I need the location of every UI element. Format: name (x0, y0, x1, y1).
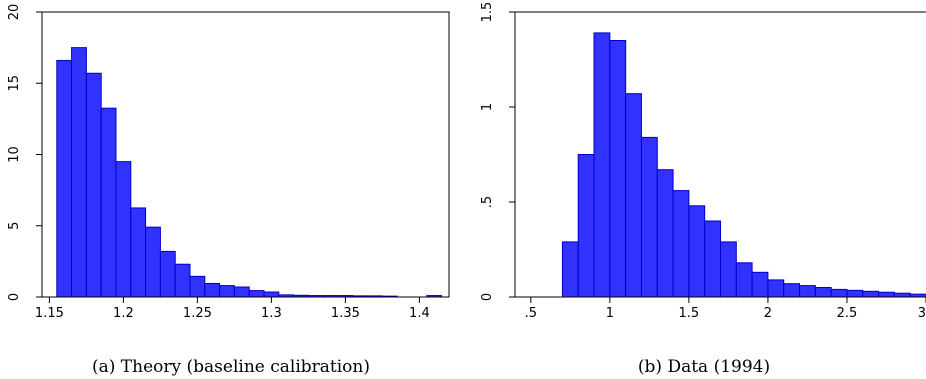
panel-b-bar (656, 169, 674, 298)
panel-b-caption: (b) Data (1994) (638, 357, 770, 377)
panel-a-x-tick-label: 1.2 (113, 306, 134, 321)
panel-b-x-tick-label: 1 (606, 306, 614, 321)
panel-b-bar (720, 241, 737, 298)
panel-b-x-tick-label: 2 (764, 306, 772, 321)
panel-b-x-tick-label: 2.5 (837, 306, 858, 321)
panel-a-histogram: 1.15 1.2 1.25 1.3 1.35 1.4 0 5 10 15 20 (7, 4, 450, 321)
panel-a-bar (71, 47, 87, 298)
panel-b-bar (878, 291, 895, 298)
panel-b-y-tick-label: .5 (480, 196, 495, 208)
panel-b-bar (688, 205, 706, 298)
panel-b-bar (814, 287, 832, 298)
panel-b-bar (672, 190, 690, 298)
panel-a-caption: (a) Theory (baseline calibration) (92, 357, 370, 377)
panel-a-y-tick-label: 10 (7, 146, 22, 163)
panel-a-bar (115, 161, 132, 298)
panel-b-bar (846, 289, 864, 298)
panel-a-bar (189, 275, 206, 298)
panel-a-bar (100, 107, 117, 298)
panel-b-bar (799, 285, 816, 298)
panel-b-bar (704, 220, 722, 298)
panel-a-x-tick-label: 1.4 (409, 306, 430, 321)
panel-b-y-tick-label: 1.5 (480, 2, 495, 23)
panel-b-y-tick-label: 1 (480, 103, 495, 111)
panel-a-x-tick-label: 1.25 (183, 306, 212, 321)
panel-a-bar (130, 207, 147, 298)
panel-a-bar (56, 59, 73, 298)
panel-a-y-tick-label: 5 (7, 222, 22, 230)
panel-b-bar (830, 288, 848, 298)
panel-b-x-tick-label: 1.5 (679, 306, 700, 321)
panel-a-bar (85, 72, 102, 298)
panel-a-bar (248, 290, 265, 298)
panel-b-bar (735, 262, 753, 298)
panel-b-histogram: .5 1 1.5 2 2.5 3 0 .5 1 1.5 (480, 2, 926, 321)
panel-b-bar (862, 290, 880, 298)
panel-b-bar (561, 241, 579, 298)
panel-a-bar (263, 291, 280, 298)
panel-b-bar (593, 32, 611, 298)
panel-a-bar (174, 263, 191, 298)
panel-b-bar (609, 40, 627, 298)
panel-a-bar (204, 282, 221, 298)
panel-b-bar (625, 93, 642, 298)
panel-b-bar (767, 279, 785, 298)
panel-a-bar (159, 250, 176, 298)
panel-b-x-tick-label: 3 (918, 306, 926, 321)
panel-a-x-tick-label: 1.35 (331, 306, 360, 321)
panel-a-y-tick-label: 0 (7, 293, 22, 301)
panel-b-bar (751, 271, 769, 298)
panel-b-y-tick-label: 0 (480, 293, 495, 301)
panel-a-y-tick-label: 15 (7, 75, 22, 92)
panel-a-x-tick-label: 1.3 (261, 306, 282, 321)
panel-b-bar (640, 136, 658, 298)
panel-b-bar (893, 292, 911, 298)
panel-b-bar (783, 283, 801, 298)
panel-b-bar (577, 154, 595, 298)
panel-a-bar (233, 286, 250, 298)
panel-b-x-tick-label: .5 (525, 306, 537, 321)
panel-a-x-tick-label: 1.15 (35, 306, 64, 321)
panel-a-bar (219, 285, 235, 298)
panel-a-y-tick-label: 20 (7, 4, 22, 21)
panel-a-bar (145, 226, 161, 298)
